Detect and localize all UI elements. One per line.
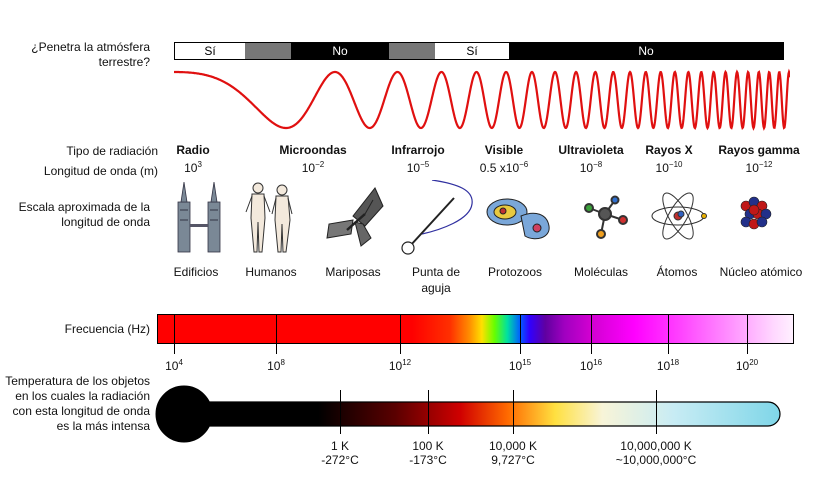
row-label-scale: Escala aproximada de la longitud de onda xyxy=(18,200,150,229)
wavelength-value: 10−12 xyxy=(745,160,773,175)
humans-icon xyxy=(245,182,293,253)
temperature-tick xyxy=(513,390,514,434)
atmosphere-bar: Sí No Sí No xyxy=(174,42,784,60)
radiation-type-label: Rayos gamma xyxy=(718,143,800,157)
wavelength-value: 10−2 xyxy=(301,160,325,175)
radiation-type-label: Ultravioleta xyxy=(558,143,624,157)
frequency-tick-label: 108 xyxy=(267,358,285,373)
row-label-wavelength: Longitud de onda (m) xyxy=(43,164,158,178)
wavelength-value: 10−5 xyxy=(406,160,430,175)
wavelength-wave xyxy=(174,68,790,131)
atmosphere-segment xyxy=(389,43,435,59)
temperature-tick xyxy=(340,390,341,434)
frequency-tick xyxy=(400,314,401,354)
frequency-tick xyxy=(276,314,277,354)
frequency-tick xyxy=(747,314,748,354)
row-label-frequency: Frecuencia (Hz) xyxy=(64,322,150,336)
scale-object-label: Punta de aguja xyxy=(411,265,461,295)
frequency-tick-label: 104 xyxy=(165,358,183,373)
wavelength-value: 10−10 xyxy=(655,160,683,175)
protozoa-icon xyxy=(486,198,550,240)
thermometer xyxy=(155,385,781,443)
atmosphere-question: ¿Penetra la atmósfera terrestre? xyxy=(31,40,150,69)
radiation-type-label: Radio xyxy=(176,143,210,157)
scale-object-label: Humanos xyxy=(245,265,297,279)
scale-object-label: Edificios xyxy=(173,265,219,279)
frequency-tick-label: 1018 xyxy=(656,358,680,373)
thermometer-bulb xyxy=(155,385,213,443)
row-label-temperature: Temperatura de los objetos en los cuales… xyxy=(5,374,150,433)
scale-object-label: Núcleo atómico xyxy=(719,265,803,279)
frequency-tick xyxy=(591,314,592,354)
thermometer-tube xyxy=(187,401,781,427)
temperature-tick xyxy=(656,390,657,434)
temperature-label: 10,000,000 K ~10,000,000°C xyxy=(615,439,697,467)
frequency-tick-label: 1012 xyxy=(388,358,412,373)
radiation-type-label: Visible xyxy=(484,143,524,157)
needle-icon xyxy=(401,180,473,255)
atmosphere-segment: Sí xyxy=(435,43,509,59)
scale-object-label: Protozoos xyxy=(487,265,543,279)
butterfly-icon xyxy=(326,187,384,247)
atmosphere-segment xyxy=(245,43,291,59)
scale-object-label: Mariposas xyxy=(325,265,381,279)
scale-icons xyxy=(177,180,772,255)
molecule-icon xyxy=(584,195,628,239)
atom-icon xyxy=(651,192,707,240)
radiation-type-label: Infrarrojo xyxy=(391,143,445,157)
frequency-tick-label: 1016 xyxy=(579,358,603,373)
wavelength-value: 0.5 x10−6 xyxy=(479,160,529,175)
atmosphere-segment: Sí xyxy=(175,43,245,59)
atmosphere-segment: No xyxy=(509,43,783,59)
temperature-tick xyxy=(428,390,429,434)
temperature-label: 1 K -272°C xyxy=(321,439,359,467)
frequency-tick xyxy=(520,314,521,354)
radiation-type-label: Microondas xyxy=(279,143,347,157)
scale-object-label: Átomos xyxy=(656,265,698,279)
scale-object-label: Moléculas xyxy=(573,265,629,279)
frequency-tick xyxy=(174,314,175,354)
temperature-label: 10,000 K 9,727°C xyxy=(488,439,538,467)
wavelength-value: 10−8 xyxy=(579,160,603,175)
radiation-type-label: Rayos X xyxy=(645,143,693,157)
wavelength-value: 103 xyxy=(184,160,202,175)
atmosphere-segment: No xyxy=(291,43,389,59)
frequency-tick-label: 1015 xyxy=(508,358,532,373)
nucleus-icon xyxy=(740,196,772,230)
frequency-spectrum-bar xyxy=(157,314,794,344)
frequency-tick-label: 1020 xyxy=(735,358,759,373)
frequency-tick xyxy=(668,314,669,354)
row-label-radiation-type: Tipo de radiación xyxy=(66,144,158,158)
temperature-label: 100 K -173°C xyxy=(409,439,447,467)
buildings-icon xyxy=(177,181,221,253)
